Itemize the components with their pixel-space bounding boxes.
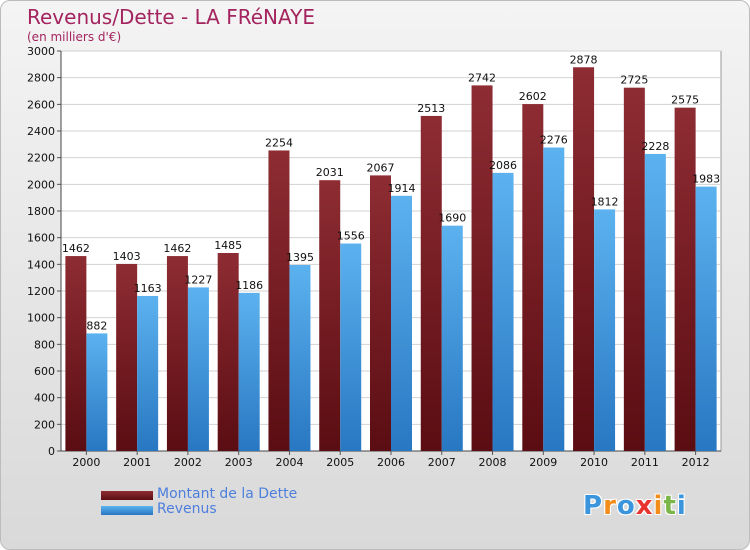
data-label-revenus: 1690 [438,212,466,225]
data-label-revenus: 882 [86,319,107,332]
bar-revenus [644,153,666,451]
x-tick-label: 2010 [580,456,608,469]
y-tick-label: 2200 [27,152,55,165]
x-tick-label: 2003 [225,456,253,469]
y-tick-label: 1200 [27,285,55,298]
x-tick-label: 2007 [428,456,456,469]
y-tick-label: 800 [34,338,55,351]
x-tick-label: 2001 [123,456,151,469]
data-label-revenus: 2228 [641,140,669,153]
proxiti-logo: Proxiti [583,491,687,521]
y-tick-label: 2800 [27,72,55,85]
legend-swatch-dette [101,491,153,500]
bar-dette [471,85,493,452]
data-label-dette: 1403 [113,250,141,263]
bar-revenus [594,209,616,451]
logo-letter: i [676,491,687,521]
data-label-dette: 2031 [316,166,344,179]
y-tick-label: 1000 [27,312,55,325]
bar-dette [674,107,696,452]
data-label-revenus: 1395 [286,251,314,264]
y-tick-label: 2400 [27,125,55,138]
y-tick-label: 2600 [27,98,55,111]
bar-revenus [187,287,209,451]
x-tick-label: 2009 [529,456,557,469]
logo-letter: x [635,491,654,521]
chart-title: Revenus/Dette - LA FRéNAYE [27,5,315,29]
data-label-dette: 1462 [62,242,90,255]
x-tick-label: 2004 [275,456,303,469]
bar-revenus [441,225,463,451]
bar-dette [420,115,442,451]
x-tick-label: 2011 [631,456,659,469]
legend-label-revenus: Revenus [157,501,217,517]
y-tick-label: 0 [48,445,55,458]
x-tick-label: 2002 [174,456,202,469]
data-label-dette: 2513 [417,102,445,115]
data-label-revenus: 1983 [692,173,720,186]
logo-letter: P [583,491,604,521]
bar-revenus [137,295,159,451]
chart-subtitle: (en milliers d'€) [27,30,122,44]
data-label-dette: 1485 [214,239,242,252]
bar-dette [116,263,138,451]
data-label-dette: 2878 [570,53,598,66]
bar-revenus [238,292,260,451]
data-label-dette: 2067 [367,161,395,174]
x-tick-label: 2000 [72,456,100,469]
data-label-revenus: 2276 [540,134,568,147]
x-tick-label: 2008 [479,456,507,469]
data-label-dette: 2602 [519,90,547,103]
logo-letter: t [663,491,677,521]
logo-letter: r [603,491,617,521]
y-tick-label: 1800 [27,205,55,218]
data-label-revenus: 1812 [591,195,619,208]
bar-dette [573,67,595,452]
y-tick-label: 200 [34,418,55,431]
bar-dette [65,256,87,451]
logo-letter: i [653,491,664,521]
data-label-dette: 2725 [620,74,648,87]
bar-revenus [695,186,717,451]
bar-dette [522,104,544,452]
bar-dette [166,256,188,451]
data-label-dette: 2742 [468,71,496,84]
data-label-revenus: 1163 [134,282,162,295]
bar-revenus [340,243,362,451]
y-tick-label: 1600 [27,232,55,245]
x-tick-label: 2006 [377,456,405,469]
data-label-dette: 2575 [671,94,699,107]
bar-revenus [543,147,565,452]
data-label-revenus: 2086 [489,159,517,172]
bar-dette [370,175,391,451]
data-label-dette: 1462 [163,242,191,255]
bar-revenus [86,333,108,451]
data-label-revenus: 1556 [337,230,365,243]
bar-revenus [391,195,412,451]
x-tick-label: 2005 [326,456,354,469]
data-label-revenus: 1227 [184,273,212,286]
bar-dette [319,180,341,451]
logo-letter: o [616,491,636,521]
y-tick-label: 600 [34,365,55,378]
bar-dette [623,87,645,452]
legend-label-dette: Montant de la Dette [157,486,298,502]
data-label-revenus: 1186 [235,279,263,292]
y-tick-label: 2000 [27,178,55,191]
y-tick-label: 3000 [27,45,55,58]
data-label-dette: 2254 [265,136,293,149]
y-tick-label: 1400 [27,258,55,271]
x-tick-label: 2012 [682,456,710,469]
bar-dette [268,150,290,451]
bar-dette [217,253,239,451]
bar-revenus [289,265,311,451]
y-tick-label: 400 [34,392,55,405]
legend-swatch-revenus [101,506,153,515]
data-label-revenus: 1914 [388,182,416,195]
bar-revenus [492,172,514,451]
